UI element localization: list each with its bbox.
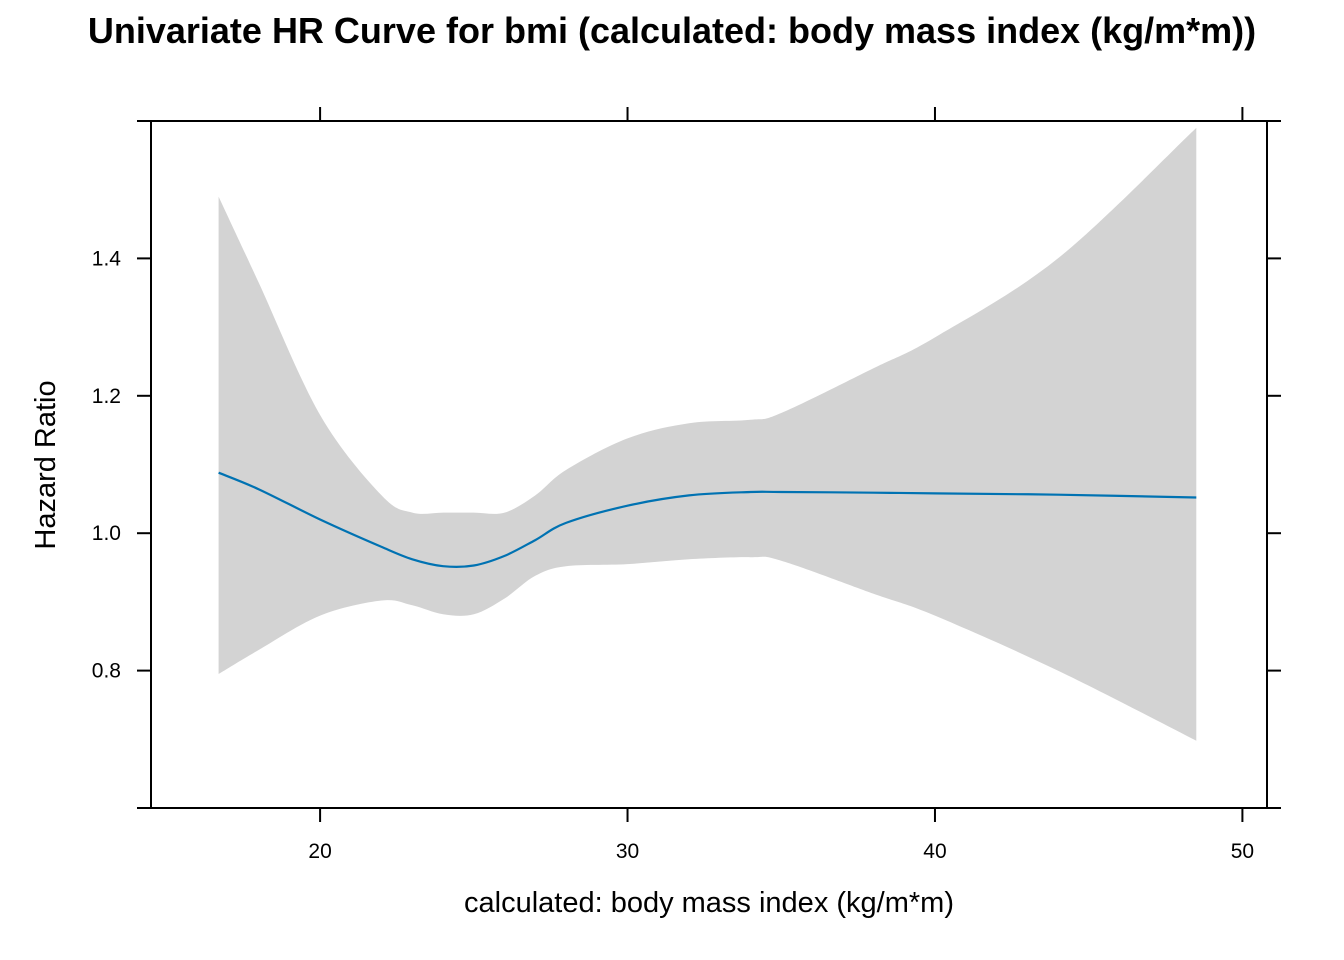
x-tick-label: 40 [923, 840, 946, 863]
axis-ticks: 20 30 40 50 0.8 1.0 1.2 1.4 [92, 107, 1281, 863]
confidence-band-layer [218, 127, 1197, 741]
hazard-ratio-line [218, 471, 1197, 568]
chart-title: Univariate HR Curve for bmi (calculated:… [87, 10, 1257, 51]
x-tick-label: 20 [308, 840, 331, 863]
y-tick-label: 1.0 [92, 522, 121, 545]
x-tick-label: 50 [1231, 840, 1254, 863]
y-tick-label: 1.2 [92, 385, 121, 408]
x-axis-label: calculated: body mass index (kg/m*m) [464, 887, 954, 919]
hazard-ratio-line-layer [218, 471, 1197, 568]
y-tick-label: 1.4 [92, 247, 122, 270]
y-tick-label: 0.8 [92, 660, 121, 683]
y-axis-label: Hazard Ratio [30, 380, 62, 549]
plot-frame [150, 120, 1268, 809]
confidence-band [218, 127, 1197, 741]
x-tick-label: 30 [616, 840, 639, 863]
